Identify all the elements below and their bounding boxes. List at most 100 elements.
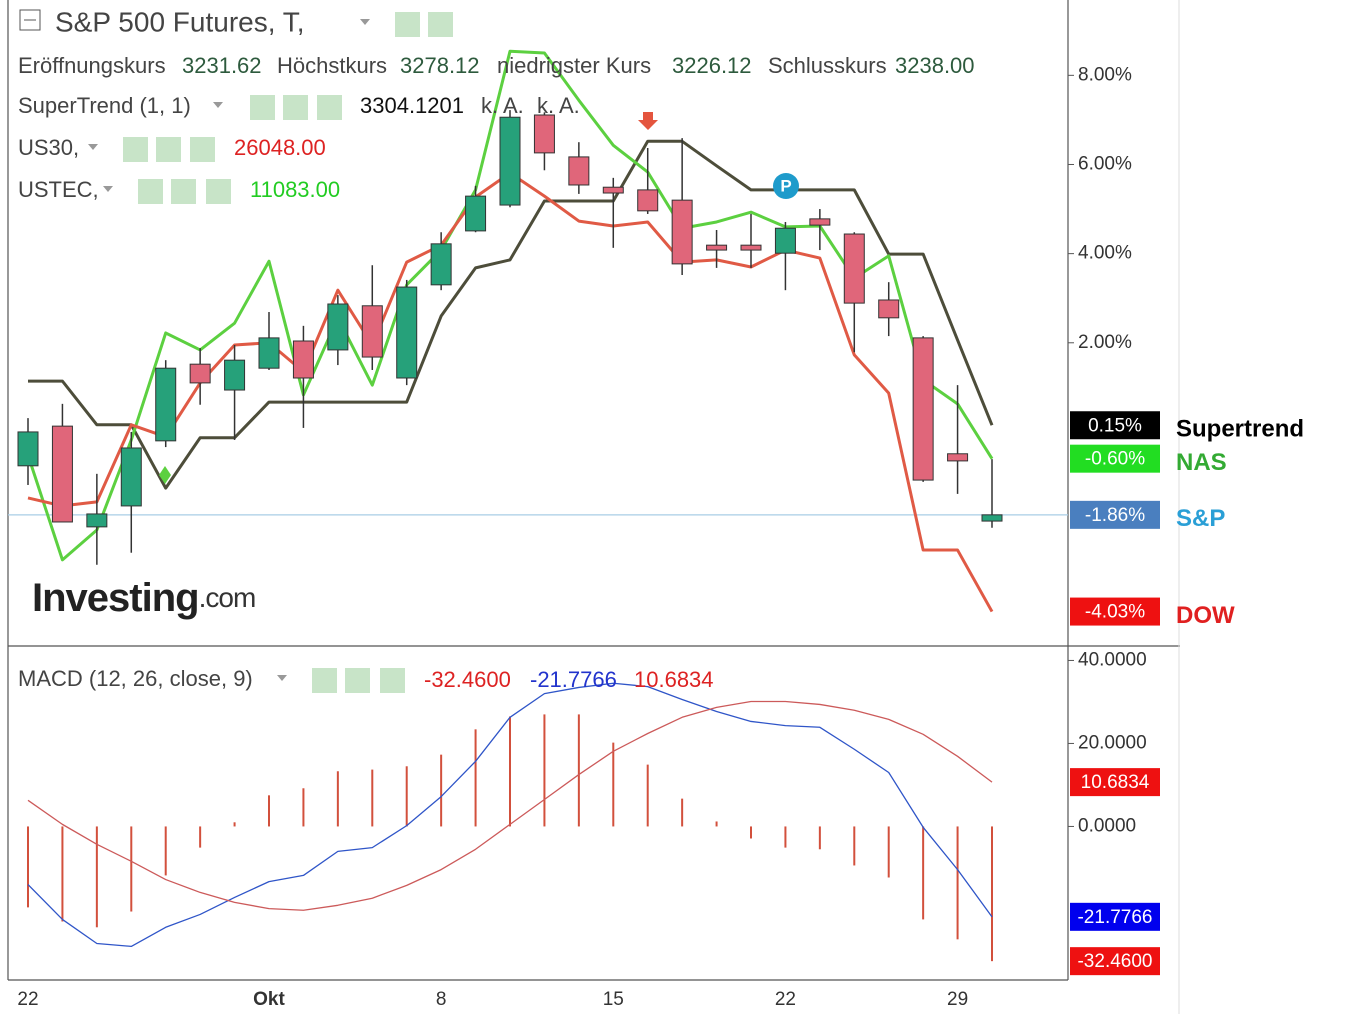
icon-button[interactable] <box>190 137 215 162</box>
icon-button[interactable] <box>206 179 231 204</box>
macd-readout: -21.7766 <box>530 667 617 692</box>
histogram-bar <box>887 826 890 878</box>
candle-body <box>878 299 900 319</box>
histogram-bar <box>750 826 752 839</box>
price-tag-label: 10.6834 <box>1081 772 1150 793</box>
y-tick-label: 2.00% <box>1078 332 1132 353</box>
y-tick-label: 6.00% <box>1078 153 1132 174</box>
histogram-bar <box>336 771 339 827</box>
candle-body <box>843 233 865 304</box>
candle-body <box>809 218 831 226</box>
icon-button[interactable] <box>317 95 342 120</box>
icon-button[interactable] <box>345 668 370 693</box>
plot-layer <box>8 49 1160 976</box>
histogram-bar <box>440 754 443 827</box>
icon-button[interactable] <box>395 12 420 37</box>
candle-body <box>327 303 349 351</box>
watermark-suffix: .com <box>199 582 256 613</box>
histogram-bar <box>405 766 408 827</box>
icon-button[interactable] <box>312 668 337 693</box>
histogram-bar <box>302 788 305 827</box>
icon-button[interactable] <box>156 137 181 162</box>
candle-body <box>465 195 487 232</box>
histogram-bar <box>164 826 167 876</box>
ohlc-value: 3226.12 <box>672 53 752 78</box>
icon-button[interactable] <box>123 137 148 162</box>
histogram-bar <box>818 826 821 850</box>
indicator-name: SuperTrend (1, 1) <box>18 93 191 118</box>
legend-name: S&P <box>1176 505 1225 532</box>
price-tag-label: -21.7766 <box>1077 907 1152 928</box>
x-tick-label: 8 <box>436 989 447 1010</box>
dropdown[interactable] <box>103 186 113 192</box>
dropdown[interactable] <box>360 19 370 25</box>
collapse-button[interactable] <box>19 9 41 31</box>
histogram-bar <box>474 729 477 827</box>
price-tag-label: -4.03% <box>1085 602 1145 623</box>
histogram-bar <box>543 714 546 827</box>
x-tick-label: 22 <box>775 989 796 1010</box>
price-tag-label: -1.86% <box>1085 505 1145 526</box>
icon-button[interactable] <box>283 95 308 120</box>
y-tick-label: 4.00% <box>1078 243 1132 264</box>
macd-readout: 10.6834 <box>634 667 714 692</box>
y-tick-label: 8.00% <box>1078 64 1132 85</box>
watermark: Investing.com <box>32 576 255 620</box>
ohlc-label: Schlusskurs <box>768 53 887 78</box>
candle-body <box>189 363 211 384</box>
candle-body <box>120 447 142 507</box>
histogram-bar <box>509 716 511 827</box>
y-tick-label: 0.0000 <box>1078 815 1136 836</box>
price-tag <box>1070 902 1160 931</box>
x-tick-label: 22 <box>17 989 38 1010</box>
x-tick-label: Okt <box>253 989 285 1010</box>
event-marker[interactable] <box>773 173 799 199</box>
legend-name: DOW <box>1176 602 1235 629</box>
candle-body <box>361 305 383 358</box>
histogram-bar <box>577 714 580 827</box>
icon-button[interactable] <box>171 179 196 204</box>
series-line <box>27 700 993 911</box>
price-tag <box>1070 500 1160 529</box>
indicator-name: US30, <box>18 135 79 160</box>
histogram-bar <box>646 764 649 827</box>
candle-body <box>396 286 418 379</box>
histogram-bar <box>61 826 64 922</box>
candle-body <box>740 244 762 251</box>
price-tag-label: -0.60% <box>1085 449 1145 470</box>
series-line <box>27 682 993 948</box>
dropdown[interactable] <box>88 144 98 150</box>
histogram-bar <box>268 795 270 827</box>
candle-body <box>912 337 934 481</box>
watermark-brand: Investing <box>32 576 199 620</box>
candle-body <box>533 114 555 154</box>
icon-button[interactable] <box>380 668 405 693</box>
chart-title: S&P 500 Futures, T, <box>55 6 305 37</box>
price-tag <box>1070 597 1160 626</box>
ohlc-label: Höchstkurs <box>277 53 387 78</box>
indicator-readout: 3304.1201 <box>360 93 464 118</box>
indicator-readout: 26048.00 <box>234 135 326 160</box>
histogram-bar <box>612 742 615 827</box>
legend-name: Supertrend <box>1176 416 1304 443</box>
ohlc-label: Eröffnungskurs <box>18 53 166 78</box>
price-tag-label: -32.4600 <box>1077 951 1152 972</box>
legend-name: NAS <box>1176 449 1227 476</box>
candle-body <box>947 453 969 462</box>
price-tag <box>1070 444 1160 473</box>
histogram-bar <box>991 826 993 962</box>
icon-button[interactable] <box>428 12 453 37</box>
icon-button[interactable] <box>138 179 163 204</box>
histogram-bar <box>130 826 133 912</box>
dropdown[interactable] <box>213 102 223 108</box>
candle-body <box>258 337 280 369</box>
histogram-bar <box>95 826 98 928</box>
candle-body <box>568 156 590 186</box>
price-tag <box>1070 411 1160 440</box>
candle-body <box>17 431 39 467</box>
macd-readout: -32.4600 <box>424 667 511 692</box>
icon-button[interactable] <box>250 95 275 120</box>
histogram-bar <box>715 821 718 827</box>
candle-body <box>602 186 624 194</box>
dropdown[interactable] <box>277 675 287 681</box>
